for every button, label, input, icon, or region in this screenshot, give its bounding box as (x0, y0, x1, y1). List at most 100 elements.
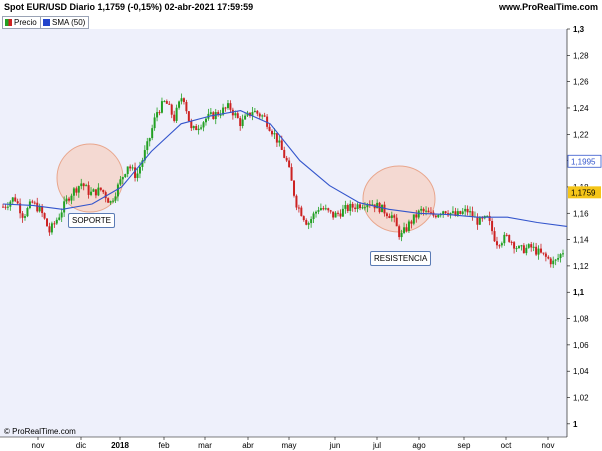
candle-body (143, 150, 146, 161)
candle-body (239, 118, 242, 126)
candle-body (36, 202, 39, 212)
legend-bar: Precio SMA (50) (0, 15, 602, 29)
candle-body (244, 115, 247, 120)
candle-body (266, 116, 269, 127)
y-tick-label: 1,24 (573, 104, 589, 113)
candle-body (19, 203, 22, 214)
y-tick-label: 1,08 (573, 315, 589, 324)
candle-body (50, 223, 53, 233)
candle-body (469, 211, 472, 213)
candle-body (530, 244, 533, 248)
candle-body (107, 198, 110, 203)
candle-body (449, 212, 452, 216)
candle-body (72, 188, 75, 196)
candle-body (464, 208, 467, 212)
candle-body (229, 103, 232, 110)
candle-body (94, 189, 97, 196)
candle-body (549, 258, 552, 265)
x-tick-label: jul (372, 441, 381, 450)
site-link[interactable]: www.ProRealTime.com (498, 2, 598, 12)
candle-body (341, 208, 344, 217)
candle-body (451, 211, 454, 213)
candle-body (527, 244, 530, 248)
last-price-tag (568, 186, 601, 199)
sma-swatch-icon (43, 19, 50, 26)
candle-body (77, 186, 80, 193)
y-tick-label: 1,16 (573, 209, 589, 218)
candle-body (349, 203, 352, 211)
candle-body (420, 208, 423, 211)
candle-body (217, 112, 220, 116)
y-tick-label: 1,1 (573, 288, 585, 297)
candle-body (388, 216, 391, 218)
candle-body (209, 112, 212, 114)
y-tick-label: 1 (573, 420, 578, 429)
annotation-resistance: RESISTENCIA (370, 251, 432, 266)
candle-body (41, 206, 44, 214)
candle-body (285, 157, 288, 161)
candle-body (222, 107, 225, 115)
candle-body (102, 189, 105, 193)
candle-body (55, 219, 58, 224)
candle-body (2, 206, 4, 208)
candle-body (454, 211, 457, 216)
candle-body (168, 103, 171, 105)
candle-body (513, 242, 516, 249)
last-price-label: 1,1759 (571, 188, 596, 197)
candle-body (395, 217, 398, 227)
candle-body (405, 227, 408, 231)
candle-body (381, 204, 384, 213)
sma-value-label: 1,1995 (571, 157, 596, 166)
candle-body (283, 149, 286, 158)
candle-body (557, 258, 560, 260)
candle-body (31, 201, 34, 203)
candle-body (383, 204, 386, 214)
candle-body (26, 208, 29, 217)
candle-body (434, 215, 437, 218)
candle-body (517, 246, 520, 249)
candle-body (552, 260, 555, 265)
candle-body (337, 212, 340, 214)
candle-body (515, 248, 518, 250)
candle-body (407, 221, 410, 231)
candle-body (226, 103, 229, 109)
candle-body (129, 166, 132, 169)
candle-body (90, 191, 93, 195)
x-tick-label: mar (198, 441, 212, 450)
candle-body (11, 197, 14, 202)
candle-body (495, 241, 498, 246)
candle-body (146, 141, 149, 151)
y-tick-label: 1,28 (573, 51, 589, 60)
candle-body (97, 187, 100, 196)
candle-body (165, 101, 168, 104)
candle-body (16, 201, 19, 204)
candle-body (559, 254, 562, 259)
candle-body (339, 213, 342, 217)
x-tick-label: nov (542, 441, 555, 450)
candle-body (542, 252, 545, 254)
candle-body (124, 174, 127, 178)
candle-body (158, 112, 161, 114)
candle-body (290, 167, 293, 181)
candle-body (539, 248, 542, 253)
legend-sma-label: SMA (50) (52, 18, 86, 27)
y-tick-label: 1,06 (573, 341, 589, 350)
candle-body (471, 211, 474, 217)
candle-body (300, 207, 303, 217)
candle-body (315, 211, 318, 214)
candle-body (14, 197, 17, 202)
candle-body (354, 207, 357, 210)
y-tick-label: 1,22 (573, 130, 589, 139)
candle-body (6, 206, 9, 208)
candle-body (156, 112, 159, 118)
candle-body (21, 213, 24, 218)
x-tick-label: 2018 (111, 441, 129, 450)
legend-sma[interactable]: SMA (50) (40, 16, 90, 29)
candle-body (562, 253, 564, 255)
candle-body (398, 226, 401, 238)
candle-body (417, 210, 420, 218)
x-tick-label: dic (76, 441, 86, 450)
candle-body (302, 216, 305, 221)
candle-body (60, 212, 63, 218)
